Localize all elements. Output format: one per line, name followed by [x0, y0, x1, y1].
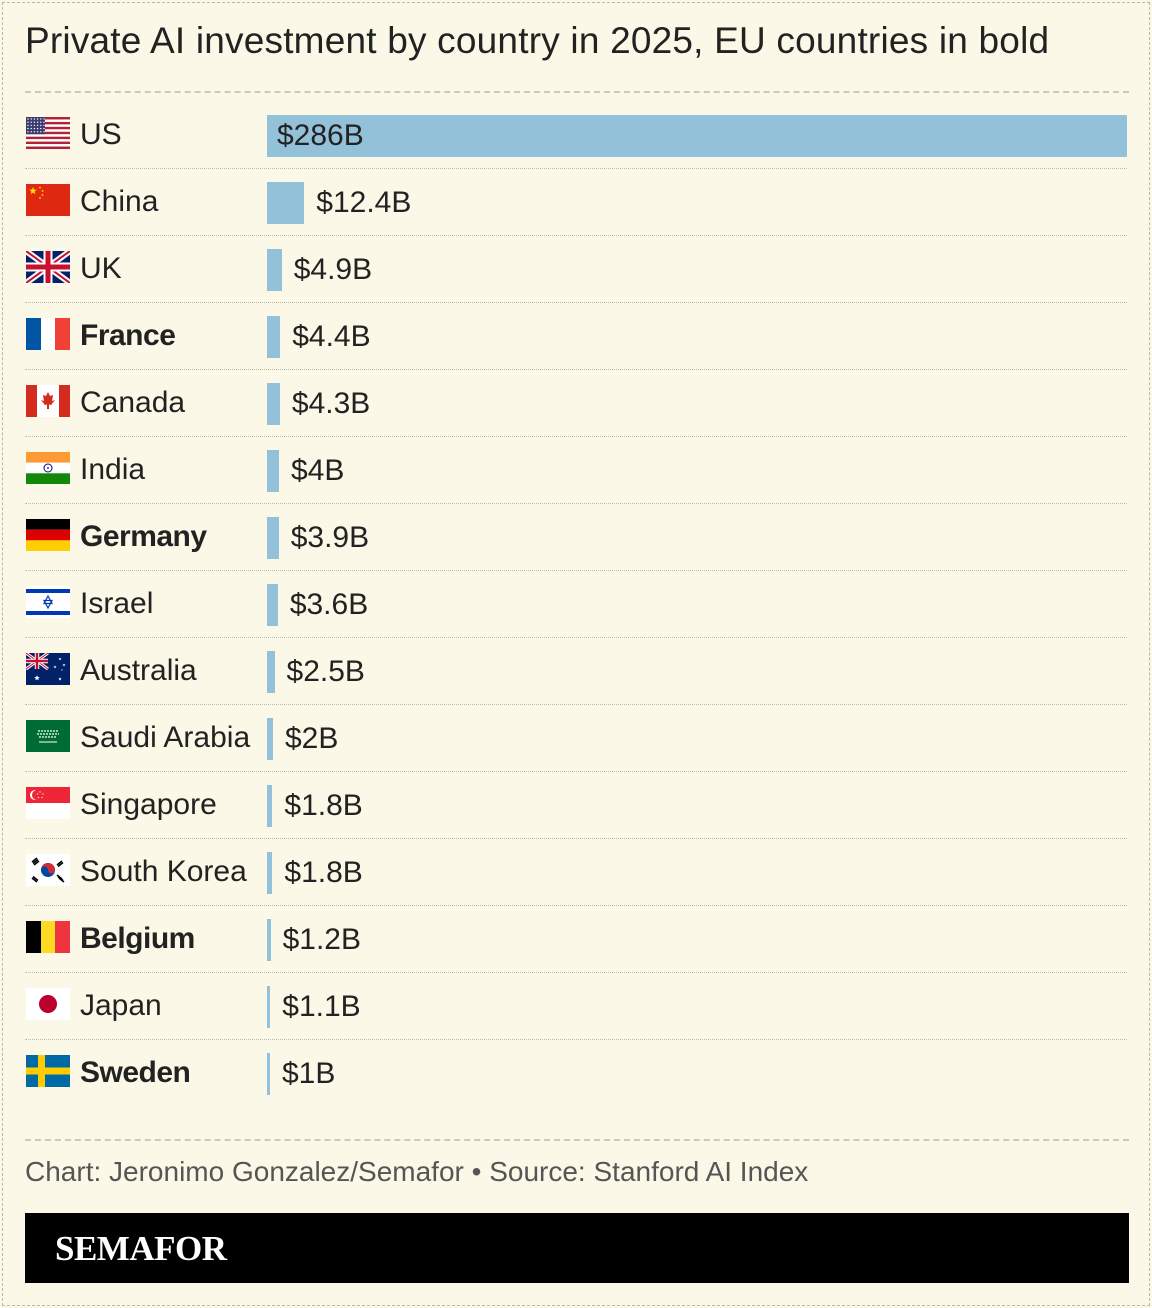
data-label: $4.3B: [291, 387, 371, 420]
bar: [267, 986, 271, 1028]
footer-divider: [25, 1139, 1129, 1141]
belgium-flag-icon: [26, 921, 70, 953]
category-label: India: [80, 453, 146, 486]
israel-flag-icon: [26, 586, 70, 618]
bar: [267, 383, 280, 425]
saudi-arabia-flag-icon: [26, 720, 70, 752]
row-separator: [25, 1039, 1127, 1040]
row-separator: [25, 503, 1127, 504]
data-label: $286B: [277, 119, 364, 152]
data-label: $2.5B: [286, 655, 365, 688]
canada-flag-icon: [26, 385, 70, 417]
data-label: $1.8B: [284, 789, 363, 822]
title-divider: [25, 91, 1129, 93]
south-korea-flag-icon: [26, 854, 70, 886]
row-separator: [25, 771, 1127, 772]
row-separator: [25, 168, 1127, 169]
chart-credit: Chart: Jeronimo Gonzalez/Semafor • Sourc…: [25, 1156, 809, 1187]
bar: [267, 249, 282, 291]
row-separator: [25, 235, 1127, 236]
category-label: France: [80, 319, 176, 352]
row-separator: [25, 369, 1127, 370]
bar: [267, 919, 271, 961]
bar: [267, 584, 278, 626]
category-label: Saudi Arabia: [80, 721, 251, 754]
category-label: Belgium: [80, 922, 195, 955]
data-label: $1.1B: [282, 990, 361, 1023]
row-separator: [25, 972, 1127, 973]
category-label: Japan: [80, 989, 162, 1022]
category-label: South Korea: [80, 855, 247, 888]
semafor-logo: SEMAFOR: [55, 1229, 227, 1268]
data-label: $4B: [291, 454, 345, 487]
category-label: China: [80, 185, 159, 218]
data-label: $3.9B: [290, 521, 370, 554]
bar: [267, 651, 275, 693]
bar: [267, 450, 279, 492]
data-label: $4.4B: [292, 320, 371, 353]
row-separator: [25, 302, 1127, 303]
us-flag-icon: [26, 117, 70, 149]
bar: [267, 852, 273, 894]
data-label: $1B: [282, 1057, 336, 1090]
data-label: $4.9B: [293, 253, 373, 286]
category-label: US: [80, 118, 122, 151]
chart-title: Private AI investment by country in 2025…: [25, 20, 1050, 61]
bar: [267, 1053, 270, 1095]
bar: [267, 785, 273, 827]
row-separator: [25, 838, 1127, 839]
category-label: Australia: [80, 654, 197, 687]
data-label: $12.4B: [316, 186, 412, 219]
france-flag-icon: [26, 318, 70, 350]
china-flag-icon: [26, 184, 70, 216]
row-separator: [25, 570, 1127, 571]
data-label: $3.6B: [289, 588, 369, 621]
bar: [267, 316, 281, 358]
germany-flag-icon: [26, 519, 70, 551]
uk-flag-icon: [26, 251, 70, 283]
category-label: Singapore: [80, 788, 217, 821]
category-label: Canada: [80, 386, 186, 419]
data-label: $1.8B: [284, 856, 363, 889]
australia-flag-icon: [26, 653, 70, 685]
india-flag-icon: [26, 452, 70, 484]
bar: [267, 182, 305, 224]
brand-bar: SEMAFOR: [25, 1213, 1129, 1283]
data-label: $2B: [285, 722, 339, 755]
category-label: UK: [80, 252, 122, 285]
category-label: Sweden: [80, 1056, 191, 1089]
row-separator: [25, 436, 1127, 437]
sweden-flag-icon: [26, 1055, 70, 1087]
category-label: Germany: [80, 520, 207, 553]
japan-flag-icon: [26, 988, 70, 1020]
singapore-flag-icon: [26, 787, 70, 819]
row-separator: [25, 704, 1127, 705]
bar: [267, 517, 279, 559]
data-label: $1.2B: [282, 923, 361, 956]
row-separator: [25, 905, 1127, 906]
category-label: Israel: [80, 587, 154, 620]
bar: [267, 115, 1127, 157]
bar: [267, 718, 273, 760]
row-separator: [25, 637, 1127, 638]
